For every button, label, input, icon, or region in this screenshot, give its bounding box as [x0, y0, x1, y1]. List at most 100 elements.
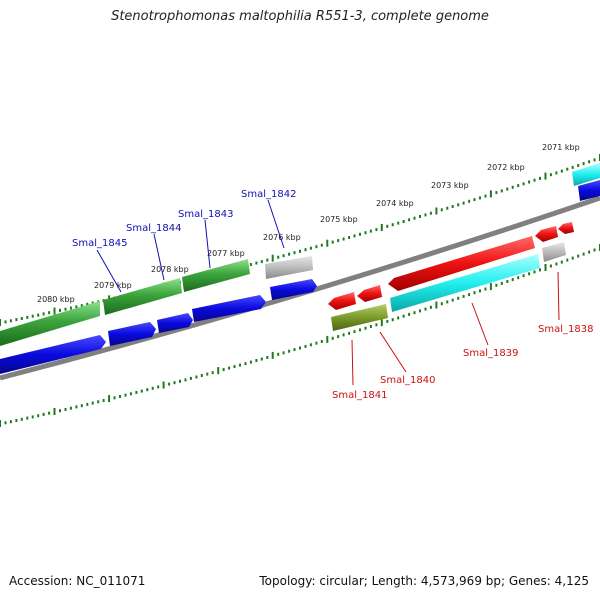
ruler-minor-tick [402, 314, 405, 318]
ruler-minor-tick [593, 248, 596, 252]
gene-label-smal-1840[interactable]: Smal_1840 [380, 375, 435, 386]
ruler-minor-tick [293, 348, 296, 352]
kbp-label-2079: 2079 kbp [94, 281, 132, 290]
ruler-minor-tick [15, 318, 18, 322]
gene-feature[interactable] [328, 292, 356, 310]
ruler-minor-tick [119, 395, 121, 398]
ruler-major-tick [162, 381, 165, 389]
gene-feature[interactable] [103, 278, 182, 315]
ruler-minor-tick [9, 319, 12, 323]
gene-feature[interactable] [108, 322, 156, 346]
ruler-minor-tick [446, 206, 449, 210]
gene-feature[interactable] [572, 163, 600, 186]
ruler-minor-tick [309, 246, 312, 250]
ruler-minor-tick [293, 251, 296, 255]
ruler-minor-tick [517, 184, 520, 188]
kbp-label-2080: 2080 kbp [37, 295, 75, 304]
ruler-minor-tick [391, 223, 394, 227]
gene-label-smal-1843[interactable]: Smal_1843 [178, 209, 233, 220]
gene-feature[interactable] [390, 254, 540, 312]
gene-feature[interactable] [357, 285, 382, 302]
scale-ruler-lower [0, 244, 600, 427]
ruler-minor-tick [533, 270, 536, 274]
ruler-minor-tick [348, 331, 351, 335]
ruler-minor-tick [413, 311, 416, 315]
ruler-major-tick [53, 307, 56, 315]
ruler-minor-tick [255, 261, 258, 265]
ruler-minor-tick [500, 281, 503, 285]
gene-feature[interactable] [0, 301, 100, 346]
gene-feature[interactable] [331, 304, 388, 331]
ruler-minor-tick [157, 385, 160, 389]
ruler-minor-tick [473, 198, 476, 202]
ruler-minor-tick [233, 365, 236, 369]
ruler-minor-tick [86, 302, 89, 306]
gene-label-smal-1838[interactable]: Smal_1838 [538, 324, 593, 335]
ruler-minor-tick [59, 409, 61, 413]
ruler-minor-tick [64, 307, 67, 311]
ruler-minor-tick [375, 323, 378, 327]
ruler-minor-tick [173, 381, 176, 385]
ruler-minor-tick [500, 189, 503, 193]
kbp-label-2071: 2071 kbp [542, 143, 580, 152]
ruler-minor-tick [59, 308, 61, 312]
gene-label-smal-1841[interactable]: Smal_1841 [332, 390, 387, 401]
ruler-minor-tick [102, 399, 105, 402]
ruler-minor-tick [69, 306, 72, 310]
ruler-minor-tick [42, 312, 45, 316]
ruler-minor-tick [429, 305, 432, 309]
ruler-major-tick [380, 224, 383, 231]
ruler-minor-tick [468, 293, 471, 297]
ruler-minor-tick [124, 393, 127, 397]
gene-feature[interactable] [157, 313, 193, 333]
ruler-minor-tick [588, 160, 591, 164]
ruler-major-tick [108, 395, 111, 403]
ruler-major-tick [489, 283, 492, 291]
ruler-minor-tick [593, 158, 596, 162]
ruler-minor-tick [479, 289, 481, 293]
ruler-minor-tick [533, 178, 536, 182]
kbp-label-2076: 2076 kbp [263, 233, 301, 242]
ruler-minor-tick [86, 402, 89, 406]
ruler-minor-tick [151, 386, 154, 390]
ruler-minor-tick [549, 173, 552, 177]
ruler-minor-tick [97, 400, 100, 404]
ruler-minor-tick [75, 405, 78, 409]
ruler-minor-tick [337, 335, 340, 339]
ruler-major-tick [544, 264, 547, 271]
ruler-minor-tick [342, 333, 345, 337]
ruler-minor-tick [9, 420, 12, 424]
ruler-minor-tick [129, 392, 132, 396]
gene-feature[interactable] [270, 279, 317, 300]
ruler-minor-tick [4, 320, 7, 324]
gene-label-smal-1839[interactable]: Smal_1839 [463, 348, 518, 359]
gene-feature[interactable] [558, 222, 574, 234]
ruler-minor-tick [577, 164, 580, 167]
ruler-minor-tick [348, 236, 351, 239]
ruler-minor-tick [244, 362, 247, 366]
ruler-minor-tick [440, 302, 443, 306]
gene-feature[interactable] [535, 226, 558, 242]
gene-feature[interactable] [0, 335, 106, 374]
gene-label-smal-1845[interactable]: Smal_1845 [72, 238, 127, 249]
ruler-minor-tick [560, 169, 563, 173]
ruler-minor-tick [364, 326, 367, 330]
ruler-major-tick [271, 351, 274, 359]
ruler-minor-tick [359, 232, 361, 236]
ruler-major-tick [380, 319, 383, 327]
gene-feature[interactable] [192, 295, 266, 322]
ruler-minor-tick [80, 404, 83, 408]
ruler-minor-tick [462, 201, 465, 205]
gene-label-smal-1844[interactable]: Smal_1844 [126, 223, 181, 234]
ruler-minor-tick [320, 340, 323, 343]
gene-feature[interactable] [388, 236, 535, 291]
gene-feature[interactable] [265, 256, 313, 279]
gene-feature[interactable] [182, 259, 250, 292]
ruler-minor-tick [408, 218, 411, 222]
gene-feature[interactable] [542, 242, 566, 262]
ruler-minor-tick [211, 371, 214, 375]
ruler-minor-tick [228, 366, 231, 370]
gene-feature[interactable] [578, 180, 600, 201]
gene-label-smal-1842[interactable]: Smal_1842 [241, 189, 296, 200]
